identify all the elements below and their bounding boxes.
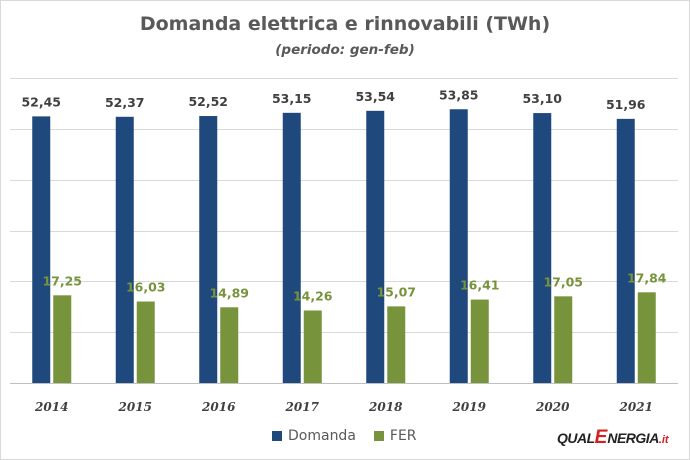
bar-fer-2020 [554,296,573,383]
bar-domanda-2019 [449,109,468,383]
bar-fer-2014 [53,295,72,383]
legend-label-domanda: Domanda [288,428,356,444]
data-label-fer-2018: 15,07 [376,284,416,299]
bar-domanda-2020 [533,113,552,383]
bar-domanda-2016 [199,116,218,384]
data-label-domanda-2016: 52,52 [188,94,228,109]
chart-legend: Domanda FER [272,428,435,444]
legend-item-fer: FER [373,428,417,444]
x-tick-label-2019: 2019 [452,400,487,414]
data-label-domanda-2018: 53,54 [355,89,395,104]
logo-text-qual: QUAL [557,430,595,446]
chart-subtitle: (periodo: gen-feb) [275,42,415,58]
x-tick-label-2020: 2020 [535,400,570,414]
data-label-domanda-2014: 52,45 [21,94,61,109]
data-label-fer-2021: 17,84 [627,270,667,285]
bar-fer-2016 [220,307,239,383]
bar-fer-2021 [637,292,656,383]
bar-fer-2018 [387,306,406,383]
x-tick-label-2016: 2016 [201,400,236,414]
bar-domanda-2015 [115,116,134,384]
data-label-domanda-2015: 52,37 [105,95,145,110]
data-label-fer-2016: 14,89 [209,285,249,300]
bar-domanda-2017 [282,112,301,383]
x-tick-label-2017: 2017 [285,400,320,414]
data-label-domanda-2017: 53,15 [272,91,312,106]
data-label-fer-2019: 16,41 [460,278,500,293]
legend-swatch-fer [373,431,384,441]
bar-domanda-2018 [366,110,385,384]
bar-domanda-2014 [32,116,51,384]
bar-fer-2015 [136,301,155,383]
data-label-fer-2014: 17,25 [42,273,82,288]
bar-domanda-2021 [616,118,635,384]
legend-item-domanda: Domanda [272,428,356,444]
bar-fer-2019 [470,299,489,383]
data-label-domanda-2021: 51,96 [606,97,646,112]
bar-fer-2017 [303,310,322,383]
data-label-domanda-2020: 53,10 [522,91,562,106]
legend-swatch-domanda [272,431,282,441]
chart-title: Domanda elettrica e rinnovabili (TWh) [139,13,551,35]
x-tick-label-2021: 2021 [619,400,653,414]
logo-text-e: E [594,427,608,448]
legend-label-fer: FER [389,428,417,444]
x-tick-label-2018: 2018 [368,400,403,414]
data-label-fer-2015: 16,03 [126,280,166,295]
x-tick-label-2014: 2014 [34,400,68,414]
data-label-fer-2017: 14,26 [293,289,333,304]
logo-text-nergia: NERGIA [607,430,659,446]
logo-text-it: .it [658,434,669,446]
data-label-domanda-2019: 53,85 [439,87,479,102]
data-label-fer-2020: 17,05 [543,274,583,289]
qualenergia-logo: QUALENERGIA.it [557,427,669,449]
x-tick-label-2015: 2015 [118,400,152,414]
